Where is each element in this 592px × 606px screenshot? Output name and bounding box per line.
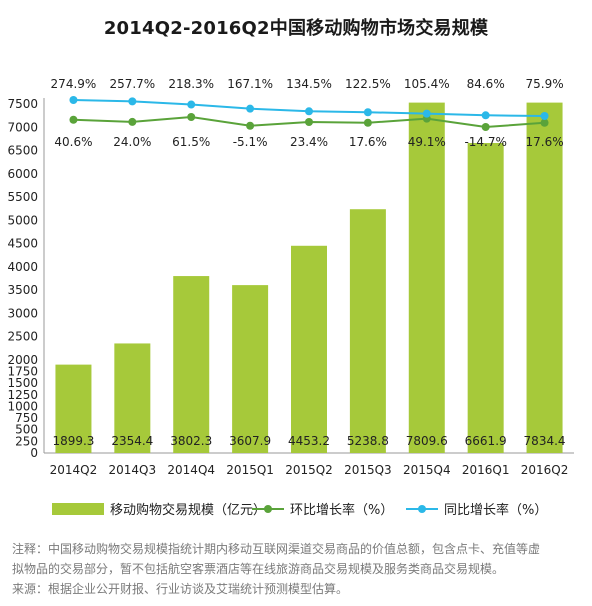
legend-label-mom: 环比增长率（%） (290, 502, 393, 518)
line-point-yoy (540, 112, 549, 120)
line-point-yoy (187, 100, 196, 109)
bar (467, 142, 504, 454)
bar-value-label: 7809.6 (406, 434, 448, 448)
footnote-line-3: 来源：根据企业公开财报、行业访谈及艾瑞统计预测模型估算。 (12, 582, 349, 596)
yoy-data-label: 84.6% (467, 77, 505, 91)
y-tick-label: 1250 (7, 388, 38, 402)
y-tick-label: 2500 (7, 330, 38, 344)
legend-marker-yoy (418, 505, 426, 513)
footnote-line-1: 注释：中国移动购物交易规模指统计期内移动互联网渠道交易商品的价值总额，包含点卡、… (12, 542, 541, 556)
y-tick-label: 0 (30, 446, 38, 460)
bar-value-label: 3607.9 (229, 434, 271, 448)
chart-title: 2014Q2-2016Q2中国移动购物市场交易规模 (103, 18, 489, 39)
yoy-data-label: 167.1% (227, 77, 273, 91)
bar (526, 102, 563, 453)
y-tick-label: 6000 (7, 167, 38, 181)
x-tick-label: 2016Q1 (462, 463, 510, 477)
mom-data-label: 24.0% (113, 135, 151, 149)
y-tick-label: 1500 (7, 376, 38, 390)
mom-data-label: 23.4% (290, 135, 328, 149)
x-tick-label: 2014Q3 (109, 463, 157, 477)
y-tick-label: 1750 (7, 365, 38, 379)
y-tick-label: 250 (15, 434, 38, 448)
bar (349, 209, 386, 453)
mom-data-label: 49.1% (408, 135, 446, 149)
line-point-yoy (128, 97, 137, 106)
x-tick-label: 2014Q2 (50, 463, 98, 477)
mom-data-label: 17.6% (525, 135, 563, 149)
legend-swatch-bar (52, 503, 104, 515)
line-point-mom (69, 115, 78, 124)
y-tick-label: 5000 (7, 213, 38, 227)
legend-label-bar: 移动购物交易规模（亿元） (110, 502, 266, 518)
legend-marker-mom (264, 505, 272, 513)
bar-value-label: 1899.3 (52, 434, 94, 448)
y-tick-label: 7000 (7, 120, 38, 134)
line-point-mom (128, 117, 137, 126)
y-tick-label: 3500 (7, 283, 38, 297)
bar (232, 285, 269, 453)
x-tick-label: 2015Q2 (285, 463, 333, 477)
x-tick-label: 2014Q4 (167, 463, 215, 477)
y-tick-label: 4000 (7, 260, 38, 274)
yoy-data-label: 218.3% (168, 77, 214, 91)
line-point-mom (246, 121, 255, 130)
yoy-data-label: 134.5% (286, 77, 332, 91)
y-tick-label: 750 (15, 411, 38, 425)
bar (408, 102, 445, 453)
mom-data-label: 17.6% (349, 135, 387, 149)
line-point-yoy (305, 107, 313, 116)
x-tick-label: 2015Q3 (344, 463, 392, 477)
y-tick-label: 5500 (7, 190, 38, 204)
line-point-mom (540, 118, 549, 127)
y-tick-label: 4500 (7, 237, 38, 251)
bar (291, 245, 327, 453)
yoy-data-label: 122.5% (345, 77, 391, 91)
line-point-yoy (69, 96, 78, 104)
line-point-yoy (246, 104, 255, 113)
y-tick-label: 7500 (7, 97, 38, 111)
bar-value-label: 3802.3 (170, 434, 212, 448)
y-tick-label: 2000 (7, 353, 38, 367)
bar-value-label: 7834.4 (524, 434, 566, 448)
line-point-mom (363, 118, 372, 127)
line-point-yoy (481, 111, 490, 120)
bar-value-label: 5238.8 (347, 434, 389, 448)
yoy-data-label: 75.9% (525, 77, 563, 91)
mom-data-label: 40.6% (54, 135, 92, 149)
x-tick-label: 2015Q1 (226, 463, 274, 477)
line-point-mom (305, 118, 313, 126)
y-tick-label: 1000 (7, 399, 38, 413)
y-tick-label: 3000 (7, 306, 38, 320)
bar (55, 364, 92, 453)
bar-value-label: 6661.9 (465, 434, 507, 448)
yoy-data-label: 105.4% (404, 77, 450, 91)
footnote-line-2: 拟物品的交易部分，暂不包括航空客票酒店等在线旅游商品交易规模及服务类商品交易规模… (12, 562, 505, 576)
bar (114, 343, 151, 453)
y-tick-label: 500 (15, 423, 38, 437)
y-tick-label: 6500 (7, 144, 38, 158)
yoy-data-label: 274.9% (51, 77, 97, 91)
legend-label-yoy: 同比增长率（%） (444, 502, 547, 518)
x-tick-label: 2016Q2 (521, 463, 569, 477)
line-point-yoy (422, 109, 431, 118)
mom-data-label: -5.1% (233, 135, 268, 149)
line-point-mom (187, 113, 196, 121)
yoy-data-label: 257.7% (109, 77, 155, 91)
x-tick-label: 2015Q4 (403, 463, 451, 477)
bar (173, 276, 210, 453)
line-point-mom (481, 123, 490, 131)
mom-data-label: -14.7% (464, 135, 506, 149)
line-point-yoy (363, 108, 372, 117)
mom-data-label: 61.5% (172, 135, 210, 149)
bar-value-label: 2354.4 (111, 434, 153, 448)
bar-value-label: 4453.2 (288, 434, 330, 448)
